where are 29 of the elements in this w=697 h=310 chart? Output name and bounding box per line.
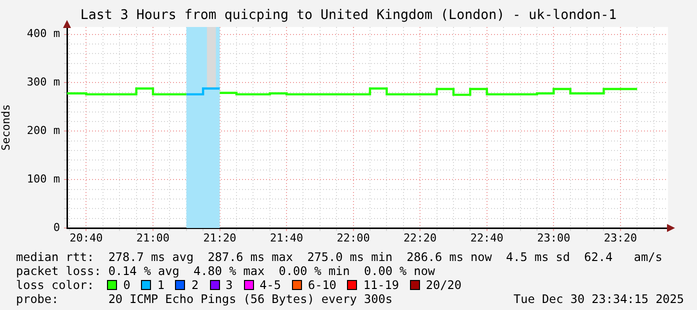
- x-tick-label: 21:40: [270, 231, 304, 244]
- text: probe: 20 ICMP Echo Pings (56 Bytes) every 300s: [16, 292, 392, 306]
- x-tick-label: 23:20: [604, 231, 637, 244]
- x-tick-label: 23:00: [537, 231, 570, 244]
- x-tick-label: 22:00: [336, 231, 370, 244]
- legend-label: 0: [123, 278, 130, 292]
- chart-title: Last 3 Hours from quicping to United Kingdom (London) - uk-london-1: [79, 8, 618, 23]
- y-tick-label: 100 m: [26, 172, 60, 186]
- text: packet loss: 0.14 % avg 4.80 % max 0.00 % min 0.00 % now: [16, 264, 436, 278]
- legend-label: 1: [157, 278, 164, 292]
- legend-label: 20/20: [426, 278, 462, 292]
- x-tick-label: 21:20: [203, 231, 236, 244]
- x-tick-label: 22:40: [470, 231, 504, 244]
- x-tick-label: 20:40: [70, 231, 103, 244]
- legend-label: 2: [191, 278, 199, 292]
- x-tick-label: 21:00: [136, 231, 170, 244]
- y-tick-label: 400 m: [26, 27, 60, 40]
- y-tick-label: 300 m: [26, 76, 60, 89]
- x-tick-label: 22:20: [404, 231, 437, 244]
- text: median rtt: 278.7 ms avg 287.6 ms max 275.0 ms min 286.6 ms now 4.5 ms sd 62.4 am/s: [16, 250, 662, 264]
- legend-title: loss color:: [16, 278, 96, 292]
- y-tick-label: 200 m: [26, 124, 60, 137]
- legend-label: 4-5: [260, 278, 281, 292]
- legend-label: 11-19: [363, 278, 399, 292]
- text: Tue Dec 30 23:34:15 2025: [514, 292, 684, 306]
- y-tick-label: 0: [53, 220, 60, 234]
- legend-label: 6-10: [308, 278, 336, 292]
- legend-label: 3: [226, 278, 233, 292]
- y-axis-title: Seconds: [0, 104, 12, 151]
